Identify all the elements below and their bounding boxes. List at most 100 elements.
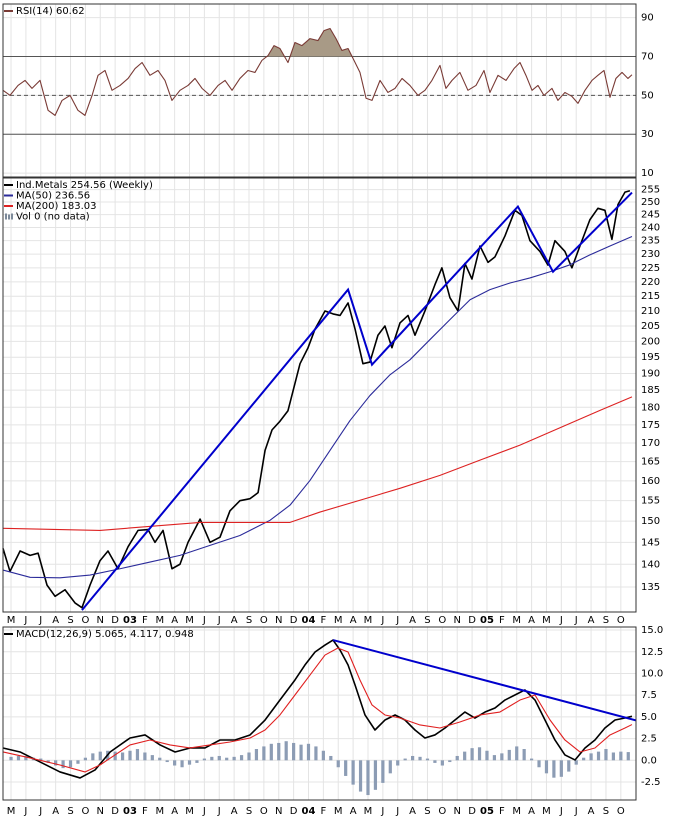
y-tick-label: 145 bbox=[641, 537, 660, 548]
histogram-bar bbox=[39, 758, 43, 761]
y-tick-label: 10.0 bbox=[641, 668, 663, 679]
x-tick-label: A bbox=[231, 615, 238, 626]
y-tick-label: 195 bbox=[641, 352, 660, 363]
y-tick-label: 90 bbox=[641, 13, 654, 24]
histogram-bar bbox=[366, 760, 370, 796]
histogram-bar bbox=[500, 753, 504, 761]
series-line bbox=[2, 236, 633, 579]
histogram-bar bbox=[239, 755, 244, 761]
y-tick-label: 150 bbox=[641, 516, 660, 527]
legend-label: MA(200) 183.03 bbox=[16, 201, 97, 212]
x-tick-label: M bbox=[542, 806, 551, 817]
histogram-bar bbox=[202, 758, 206, 761]
histogram-bar bbox=[470, 748, 474, 761]
x-tick-label: N bbox=[453, 806, 460, 817]
x-tick-label: J bbox=[574, 806, 578, 817]
x-tick-label: 04 bbox=[302, 806, 316, 817]
histogram-bar bbox=[336, 760, 340, 768]
panel-border bbox=[2, 3, 637, 178]
x-tick-label: F bbox=[142, 806, 148, 817]
legend-label: MACD(12,26,9) 5.065, 4.117, 0.948 bbox=[16, 629, 194, 640]
histogram-bar bbox=[611, 752, 615, 761]
x-tick-label: F bbox=[499, 615, 505, 626]
series-line bbox=[2, 647, 633, 773]
histogram-bar bbox=[626, 752, 630, 761]
x-tick-label: J bbox=[23, 806, 27, 817]
x-tick-label: M bbox=[155, 806, 164, 817]
legend-label: RSI(14) 60.62 bbox=[16, 6, 85, 17]
x-tick-label: D bbox=[290, 806, 298, 817]
trendline bbox=[332, 639, 637, 722]
trendline bbox=[81, 191, 633, 611]
histogram-bar bbox=[351, 760, 355, 785]
histogram-bar bbox=[210, 756, 214, 761]
histogram-bar bbox=[433, 760, 437, 763]
histogram-bar bbox=[418, 756, 422, 761]
x-tick-label: 03 bbox=[123, 806, 137, 817]
histogram-bar bbox=[552, 760, 556, 778]
y-tick-label: 15.0 bbox=[641, 625, 663, 636]
series-line bbox=[2, 396, 633, 531]
x-tick-label: M bbox=[185, 615, 194, 626]
histogram-bar bbox=[425, 758, 430, 761]
x-tick-label: F bbox=[142, 615, 148, 626]
x-tick-label: O bbox=[438, 806, 446, 817]
x-tick-label: D bbox=[468, 806, 476, 817]
histogram-bar bbox=[150, 755, 154, 761]
histogram-bar bbox=[262, 746, 266, 761]
y-tick-label: 230 bbox=[641, 249, 660, 260]
x-tick-label: A bbox=[588, 615, 595, 626]
x-tick-label: A bbox=[409, 615, 416, 626]
y-tick-label: 205 bbox=[641, 321, 660, 332]
histogram-bar bbox=[314, 746, 318, 761]
x-tick-label: J bbox=[395, 806, 399, 817]
y-tick-label: 255 bbox=[641, 185, 660, 196]
y-tick-label: 170 bbox=[641, 438, 660, 449]
x-tick-label: M bbox=[7, 615, 16, 626]
x-tick-label: A bbox=[588, 806, 595, 817]
y-tick-label: 70 bbox=[641, 51, 654, 62]
x-tick-label: J bbox=[574, 615, 578, 626]
histogram-bar bbox=[247, 752, 251, 761]
histogram-bar bbox=[173, 760, 177, 766]
y-tick-label: 235 bbox=[641, 236, 660, 247]
panel-background bbox=[3, 178, 636, 612]
histogram-bar bbox=[217, 755, 221, 761]
x-tick-label: F bbox=[499, 806, 505, 817]
histogram-bar bbox=[16, 755, 21, 761]
x-tick-label: J bbox=[202, 615, 206, 626]
y-tick-label: 0.0 bbox=[641, 755, 657, 766]
x-tick-label: A bbox=[350, 615, 357, 626]
x-tick-label: N bbox=[275, 615, 282, 626]
x-tick-label: D bbox=[111, 806, 119, 817]
x-tick-label: M bbox=[185, 806, 194, 817]
histogram-bar bbox=[120, 752, 125, 761]
histogram-bar bbox=[54, 760, 58, 766]
histogram-bar bbox=[135, 749, 140, 761]
y-tick-label: 215 bbox=[641, 291, 660, 302]
y-tick-label: 2.5 bbox=[641, 734, 657, 745]
x-tick-label: O bbox=[260, 806, 268, 817]
x-tick-label: S bbox=[246, 806, 252, 817]
histogram-bar bbox=[68, 760, 73, 768]
series-line bbox=[2, 639, 633, 779]
x-tick-label: O bbox=[81, 806, 89, 817]
histogram-bar bbox=[187, 760, 192, 765]
histogram-bar bbox=[321, 750, 325, 761]
x-tick-label: D bbox=[111, 615, 119, 626]
y-tick-label: 250 bbox=[641, 197, 660, 208]
histogram-bar bbox=[388, 760, 392, 774]
x-tick-label: M bbox=[334, 615, 343, 626]
x-tick-label: A bbox=[52, 806, 59, 817]
histogram-bar bbox=[76, 760, 80, 764]
y-tick-label: 245 bbox=[641, 210, 660, 221]
histogram-bar bbox=[619, 751, 623, 761]
histogram-bar bbox=[292, 742, 296, 761]
x-tick-label: D bbox=[290, 615, 298, 626]
histogram-bar bbox=[306, 743, 311, 761]
histogram-bar bbox=[128, 750, 132, 761]
x-tick-label: O bbox=[438, 615, 446, 626]
x-tick-label: A bbox=[171, 615, 178, 626]
histogram-bar bbox=[411, 755, 415, 761]
histogram-bar bbox=[225, 757, 229, 761]
